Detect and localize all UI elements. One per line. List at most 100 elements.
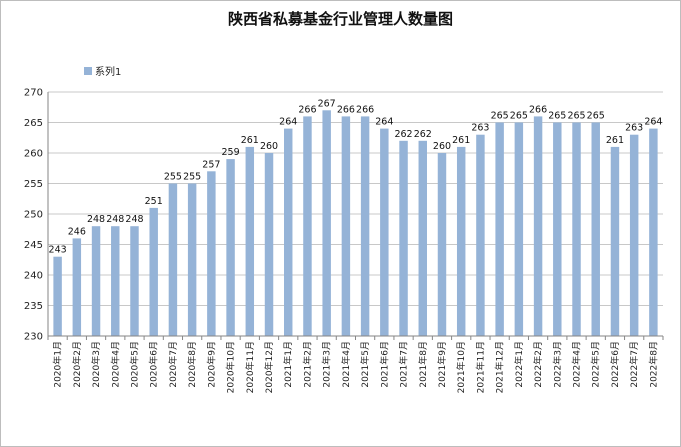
data-label: 265 <box>567 111 585 122</box>
bar <box>649 128 658 336</box>
bar <box>437 153 447 336</box>
data-label: 264 <box>644 117 662 128</box>
x-tick-label: 2021年7月 <box>398 341 410 388</box>
bar <box>572 122 581 336</box>
bar <box>399 140 408 336</box>
x-tick-label: 2020年11月 <box>244 341 256 393</box>
bar <box>418 140 427 336</box>
bar <box>303 116 312 337</box>
x-tick-label: 2020年12月 <box>263 341 275 393</box>
chart-title: 陕西省私募基金行业管理人数量图 <box>227 10 453 28</box>
bar <box>53 256 62 336</box>
bar <box>360 116 370 337</box>
x-tick-label: 2022年7月 <box>628 341 640 388</box>
bar <box>476 134 485 336</box>
bar <box>111 226 120 336</box>
data-label: 265 <box>510 111 528 122</box>
x-tick-label: 2022年6月 <box>609 341 621 388</box>
x-tick-label: 2020年5月 <box>128 341 140 388</box>
y-tick-label: 235 <box>24 301 43 312</box>
data-label: 243 <box>49 245 67 256</box>
x-tick-label: 2022年1月 <box>513 341 525 388</box>
data-label: 248 <box>125 214 143 225</box>
x-tick-label: 2020年10月 <box>225 341 237 393</box>
bar <box>226 159 235 336</box>
x-tick-label: 2020年1月 <box>52 341 64 388</box>
bar <box>380 128 389 336</box>
x-tick-label: 2020年2月 <box>71 341 83 388</box>
legend-label: 系列1 <box>95 67 122 78</box>
x-tick-label: 2020年3月 <box>90 341 102 388</box>
x-tick-label: 2022年2月 <box>532 341 544 388</box>
y-tick-label: 265 <box>24 118 43 129</box>
bar <box>207 171 216 336</box>
data-label: 266 <box>356 104 374 115</box>
data-label: 262 <box>414 129 432 140</box>
data-label: 259 <box>222 147 240 158</box>
x-tick-label: 2021年4月 <box>340 341 352 388</box>
data-label: 266 <box>337 104 355 115</box>
bar <box>130 226 139 336</box>
bar <box>245 146 255 336</box>
y-tick-label: 245 <box>24 240 43 251</box>
data-label: 267 <box>318 98 336 109</box>
y-tick-label: 260 <box>24 149 43 160</box>
data-label: 264 <box>279 117 297 128</box>
data-label: 260 <box>433 141 451 152</box>
y-tick-label: 240 <box>24 271 43 282</box>
bar <box>591 122 600 336</box>
data-label: 251 <box>145 196 163 207</box>
x-tick-label: 2020年9月 <box>205 341 217 388</box>
bar <box>168 183 178 336</box>
x-tick-label: 2021年5月 <box>359 341 371 388</box>
data-label: 265 <box>548 111 566 122</box>
data-label: 248 <box>87 214 105 225</box>
bar <box>456 146 466 336</box>
data-label: 264 <box>375 117 393 128</box>
x-tick-label: 2022年5月 <box>590 341 602 388</box>
bar <box>322 110 331 336</box>
bar-layer <box>53 110 658 337</box>
data-label: 263 <box>625 123 643 134</box>
data-label: 257 <box>202 159 220 170</box>
x-tick-label: 2021年9月 <box>436 341 448 388</box>
y-tick-label: 230 <box>24 332 43 343</box>
x-tick-label: 2020年4月 <box>109 341 121 388</box>
bar <box>284 128 293 336</box>
data-label: 266 <box>529 104 547 115</box>
x-tick-label: 2021年1月 <box>282 341 294 388</box>
data-label: 262 <box>394 129 412 140</box>
bar <box>149 207 158 336</box>
x-tick-label: 2022年4月 <box>571 341 583 388</box>
bar <box>72 238 82 336</box>
x-tick-label: 2021年8月 <box>417 341 429 388</box>
data-label: 265 <box>587 111 605 122</box>
x-tick-label: 2021年11月 <box>474 341 486 393</box>
data-label: 248 <box>106 214 124 225</box>
bar <box>514 122 524 336</box>
x-tick-label: 2021年12月 <box>494 341 506 393</box>
bar <box>187 183 197 336</box>
bar <box>264 153 274 336</box>
x-tick-label: 2021年2月 <box>301 341 313 388</box>
bar <box>495 122 504 336</box>
data-label: 246 <box>68 226 86 237</box>
y-tick-label: 255 <box>24 179 43 190</box>
data-label: 263 <box>471 123 489 134</box>
y-tick-label: 250 <box>24 210 43 221</box>
data-label: 261 <box>241 135 259 146</box>
x-tick-label: 2021年10月 <box>455 341 467 393</box>
x-tick-label: 2022年3月 <box>551 341 563 388</box>
x-tick-label: 2020年6月 <box>148 341 160 388</box>
bar <box>91 226 101 336</box>
x-tick-label: 2022年8月 <box>647 341 659 388</box>
data-label: 255 <box>183 172 201 183</box>
bar <box>533 116 543 337</box>
y-tick-label: 270 <box>24 88 43 99</box>
bar <box>629 134 639 336</box>
data-label: 266 <box>298 104 316 115</box>
x-tick-label: 2020年7月 <box>167 341 179 388</box>
